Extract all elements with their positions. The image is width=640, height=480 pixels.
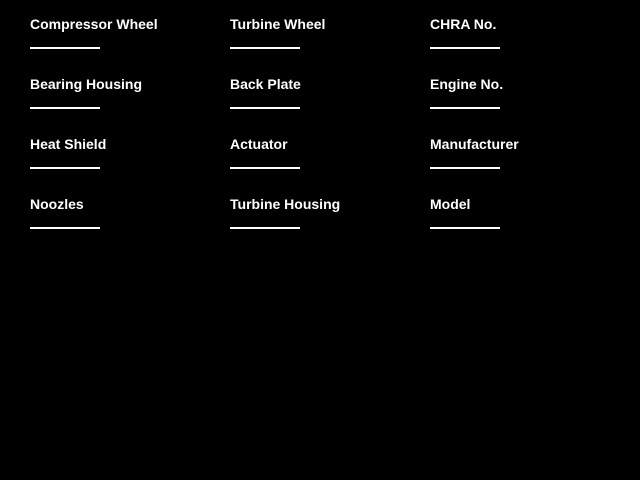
field-label: Bearing Housing [30, 76, 143, 92]
field-turbine-housing: Turbine Housing [230, 196, 410, 256]
field-label: Noozles [30, 196, 84, 212]
field-value-blank[interactable] [230, 227, 300, 229]
field-value-blank[interactable] [430, 167, 500, 169]
field-chra-no: CHRA No. [430, 16, 610, 76]
field-label: Compressor Wheel [30, 16, 158, 32]
field-label: Heat Shield [30, 136, 107, 152]
field-value-blank[interactable] [30, 107, 100, 109]
field-turbine-wheel: Turbine Wheel [230, 16, 410, 76]
field-value-blank[interactable] [30, 167, 100, 169]
field-label: Back Plate [230, 76, 301, 92]
field-value-blank[interactable] [230, 107, 300, 109]
field-value-blank[interactable] [430, 47, 500, 49]
form-column-parts-middle: Turbine Wheel Back Plate Actuator Turbin… [230, 16, 410, 256]
field-label: Actuator [230, 136, 288, 152]
field-noozles: Noozles [30, 196, 210, 256]
field-value-blank[interactable] [30, 47, 100, 49]
field-label: Manufacturer [430, 136, 519, 152]
field-model: Model [430, 196, 610, 256]
field-compressor-wheel: Compressor Wheel [30, 16, 210, 76]
field-value-blank[interactable] [430, 107, 500, 109]
field-value-blank[interactable] [430, 227, 500, 229]
field-value-blank[interactable] [230, 167, 300, 169]
field-label: Model [430, 196, 471, 212]
field-engine-no: Engine No. [430, 76, 610, 136]
field-value-blank[interactable] [230, 47, 300, 49]
field-label: Turbine Wheel [230, 16, 326, 32]
field-label: CHRA No. [430, 16, 497, 32]
field-bearing-housing: Bearing Housing [30, 76, 210, 136]
field-label: Turbine Housing [230, 196, 341, 212]
form-column-parts-left: Compressor Wheel Bearing Housing Heat Sh… [30, 16, 210, 256]
field-manufacturer: Manufacturer [430, 136, 610, 196]
form-column-identification: CHRA No. Engine No. Manufacturer Model [430, 16, 610, 256]
field-heat-shield: Heat Shield [30, 136, 210, 196]
field-back-plate: Back Plate [230, 76, 410, 136]
field-actuator: Actuator [230, 136, 410, 196]
field-value-blank[interactable] [30, 227, 100, 229]
field-label: Engine No. [430, 76, 504, 92]
